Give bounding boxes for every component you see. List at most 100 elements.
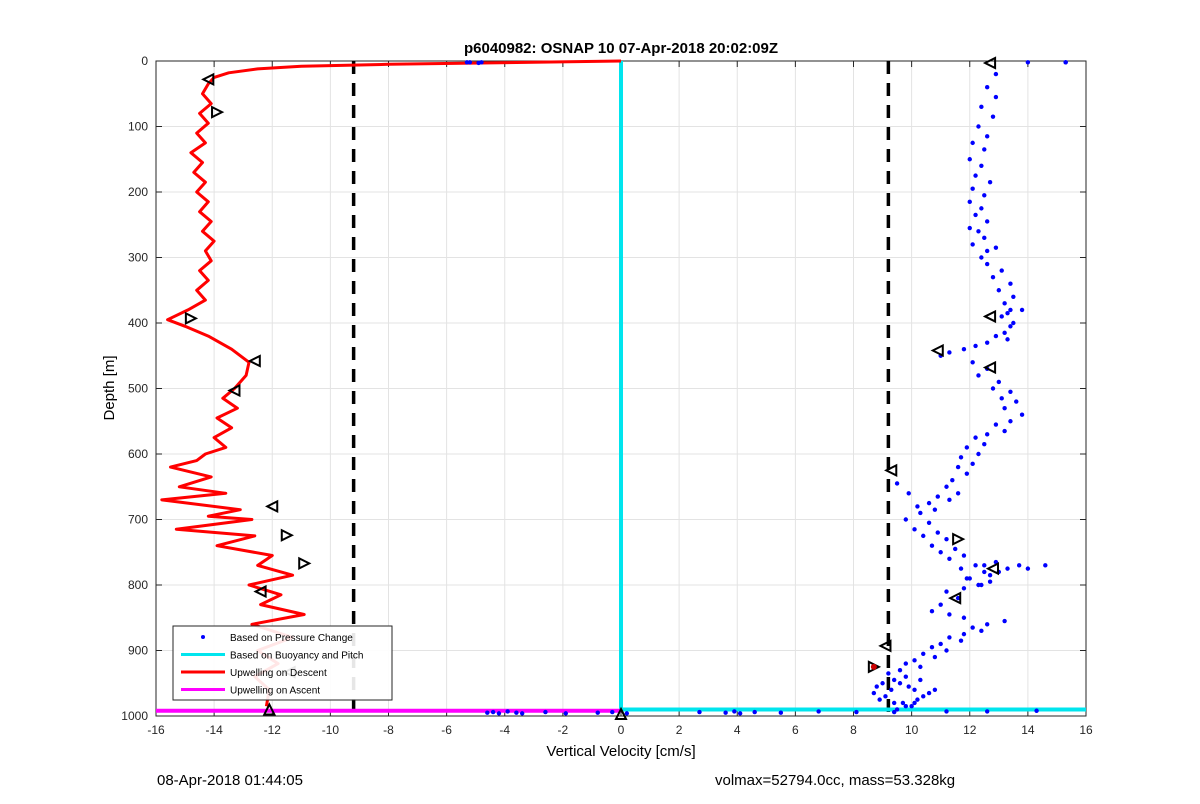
y-tick-label: 600 bbox=[128, 447, 148, 461]
pressure-change-point bbox=[947, 350, 952, 355]
pressure-change-point bbox=[778, 710, 784, 715]
pressure-triangle-marker bbox=[982, 309, 997, 324]
pressure-change-point bbox=[967, 157, 972, 162]
pressure-triangle-marker bbox=[947, 591, 962, 605]
legend-label: Upwelling on Ascent bbox=[230, 686, 320, 697]
pressure-change-point bbox=[903, 661, 909, 666]
pressure-triangle-marker bbox=[878, 639, 892, 653]
y-tick-label: 800 bbox=[128, 578, 148, 592]
pressure-triangle-marker bbox=[985, 562, 999, 576]
pressure-change-point bbox=[990, 114, 996, 119]
series-upwelling-descent-line bbox=[160, 59, 622, 707]
pressure-change-point bbox=[543, 709, 548, 715]
pressure-change-point bbox=[1008, 419, 1013, 424]
pressure-change-point bbox=[984, 340, 990, 345]
pressure-change-point bbox=[970, 625, 975, 630]
pressure-change-point bbox=[854, 709, 859, 715]
pressure-change-point bbox=[984, 709, 990, 714]
pressure-change-point bbox=[961, 553, 967, 558]
pressure-change-point bbox=[964, 471, 970, 476]
y-tick-label: 700 bbox=[128, 513, 148, 527]
pressure-change-point bbox=[958, 566, 964, 571]
pressure-change-point bbox=[970, 242, 975, 247]
pressure-change-point bbox=[912, 687, 917, 692]
pressure-change-point bbox=[967, 225, 972, 231]
pressure-change-point bbox=[979, 206, 984, 211]
pressure-change-point bbox=[979, 628, 984, 634]
x-tick-label: 14 bbox=[1021, 723, 1035, 737]
pressure-change-point bbox=[993, 245, 999, 250]
x-tick-label: 0 bbox=[618, 723, 625, 737]
pressure-change-point bbox=[1025, 566, 1031, 571]
pressure-change-point bbox=[955, 491, 961, 496]
descent-triangle-marker bbox=[298, 556, 312, 571]
pressure-change-point bbox=[999, 314, 1004, 319]
pressure-change-point bbox=[935, 494, 940, 499]
pressure-change-point bbox=[1008, 307, 1013, 313]
pressure-change-point bbox=[891, 700, 897, 706]
highlight-point bbox=[870, 663, 877, 670]
x-tick-label: 12 bbox=[963, 723, 977, 737]
pressure-change-point bbox=[496, 711, 502, 716]
descent-triangle-marker bbox=[265, 499, 279, 514]
pressure-change-point bbox=[984, 85, 990, 90]
pressure-change-point bbox=[1002, 428, 1007, 434]
pressure-change-point bbox=[955, 464, 961, 470]
pressure-change-point bbox=[877, 697, 882, 702]
pressure-change-point bbox=[490, 709, 496, 715]
pressure-change-point bbox=[970, 140, 975, 146]
pressure-triangle-marker bbox=[884, 463, 898, 477]
pressure-change-point bbox=[1034, 708, 1039, 713]
pressure-change-point bbox=[932, 507, 938, 512]
pressure-change-point bbox=[1043, 563, 1048, 568]
pressure-change-point bbox=[1011, 294, 1016, 299]
pressure-change-point bbox=[889, 687, 894, 692]
x-tick-label: 8 bbox=[850, 723, 857, 737]
pressure-change-point bbox=[984, 134, 990, 139]
pressure-change-point bbox=[1002, 618, 1007, 624]
pressure-change-point bbox=[891, 677, 897, 683]
pressure-change-point bbox=[505, 709, 510, 714]
pressure-change-point bbox=[984, 248, 990, 254]
pressure-change-point bbox=[1002, 330, 1007, 336]
pressure-change-point bbox=[938, 602, 943, 607]
descent-triangle-marker bbox=[201, 72, 215, 86]
pressure-change-point bbox=[938, 550, 943, 555]
pressure-change-point bbox=[932, 654, 938, 660]
descent-triangle-marker bbox=[253, 584, 267, 599]
pressure-change-point bbox=[1011, 320, 1016, 326]
pressure-change-point bbox=[1019, 412, 1025, 417]
pressure-change-point bbox=[944, 648, 949, 653]
pressure-change-point bbox=[976, 229, 981, 234]
pressure-change-point bbox=[935, 530, 940, 535]
footer-mass-info: volmax=52794.0cc, mass=53.328kg bbox=[715, 772, 956, 789]
pressure-change-point bbox=[816, 709, 821, 714]
x-tick-label: 2 bbox=[676, 723, 683, 737]
pressure-change-point bbox=[947, 556, 952, 561]
pressure-change-point bbox=[897, 681, 903, 686]
pressure-change-point bbox=[973, 435, 978, 440]
pressure-change-point bbox=[897, 667, 903, 673]
y-tick-label: 200 bbox=[128, 185, 148, 199]
pressure-change-point bbox=[1025, 60, 1031, 65]
pressure-change-point bbox=[918, 677, 923, 683]
pressure-change-point bbox=[880, 681, 885, 686]
pressure-change-point bbox=[976, 373, 981, 378]
descent-triangle-marker bbox=[211, 105, 225, 119]
pressure-change-point bbox=[944, 484, 949, 489]
pressure-change-point bbox=[976, 124, 981, 129]
pressure-change-point bbox=[958, 638, 964, 643]
pressure-change-point bbox=[973, 563, 978, 568]
pressure-change-point bbox=[982, 193, 987, 198]
x-tick-label: 10 bbox=[905, 723, 919, 737]
y-tick-label: 0 bbox=[141, 54, 148, 68]
pressure-change-point bbox=[973, 212, 978, 218]
pressure-change-point bbox=[947, 612, 952, 617]
pressure-change-point bbox=[883, 694, 888, 699]
pressure-change-point bbox=[903, 517, 909, 522]
pressure-change-point bbox=[993, 333, 999, 339]
y-tick-label: 100 bbox=[128, 120, 148, 134]
x-tick-label: 16 bbox=[1079, 723, 1093, 737]
legend-label: Based on Pressure Change bbox=[230, 633, 353, 644]
pressure-triangle-marker bbox=[952, 532, 966, 546]
